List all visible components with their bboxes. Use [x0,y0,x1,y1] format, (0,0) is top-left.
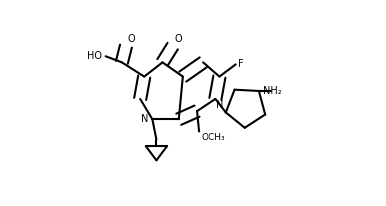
Text: HO: HO [86,51,102,61]
Text: N: N [141,114,148,124]
Text: F: F [238,59,243,69]
Text: NH₂: NH₂ [263,86,281,96]
Text: O: O [128,34,135,44]
Text: O: O [175,34,182,44]
Text: N: N [217,100,224,110]
Text: OCH₃: OCH₃ [201,133,225,143]
